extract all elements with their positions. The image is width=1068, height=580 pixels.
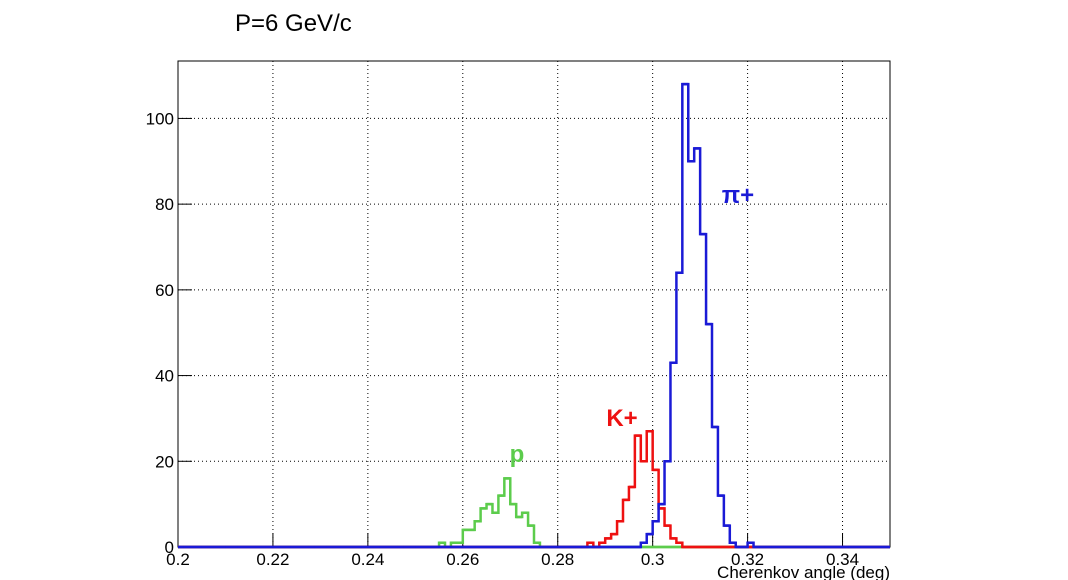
x-tick-label: 0.28 xyxy=(541,550,574,569)
x-tick-label: 0.3 xyxy=(641,550,665,569)
series-label: π+ xyxy=(722,182,754,209)
y-tick-label: 80 xyxy=(155,195,174,214)
y-tick-label: 20 xyxy=(155,452,174,471)
y-tick-label: 60 xyxy=(155,281,174,300)
series-label: p xyxy=(510,441,525,468)
chart-title: P=6 GeV/c xyxy=(235,10,352,37)
x-tick-label: 0.2 xyxy=(166,550,190,569)
x-axis-label: Cherenkov angle (deg) xyxy=(717,563,890,580)
x-tick-label: 0.24 xyxy=(351,550,384,569)
x-tick-label: 0.26 xyxy=(446,550,479,569)
series-label: K+ xyxy=(606,405,637,432)
x-tick-label: 0.32 xyxy=(731,550,764,569)
y-tick-label: 0 xyxy=(165,538,174,557)
x-tick-label: 0.22 xyxy=(256,550,289,569)
y-tick-label: 40 xyxy=(155,367,174,386)
y-tick-label: 100 xyxy=(146,109,174,128)
x-tick-label: 0.34 xyxy=(826,550,859,569)
